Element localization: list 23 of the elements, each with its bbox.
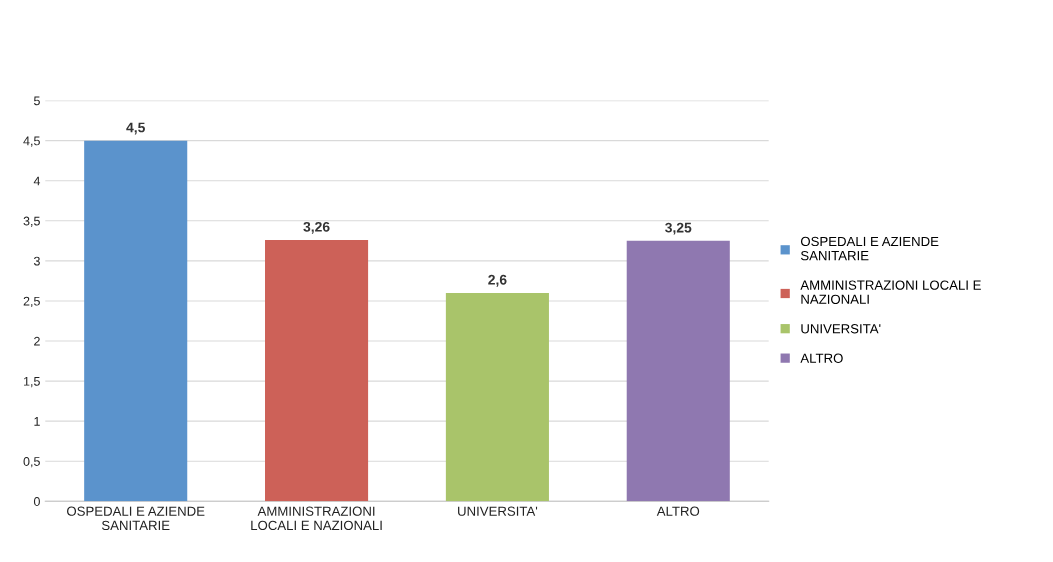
y-tick-label: 3 [33,256,40,266]
legend-label: AMMINISTRAZIONI LOCALI E NAZIONALI [800,280,981,304]
y-tick-label: 5 [33,96,40,106]
x-tick-label: OSPEDALI E AZIENDE SANITARIE [67,506,205,531]
y-tick-label: 2 [34,336,40,346]
x-tick-label: AMMINISTRAZIONI LOCALI E NAZIONALI [251,506,382,531]
x-tick-label: ALTRO [656,506,700,516]
data-label: 3,26 [303,221,330,234]
legend-label: ALTRO [800,353,843,363]
y-tick-label: 1 [34,417,40,426]
data-label: 3,25 [665,222,692,235]
y-tick-label: 0,5 [23,457,40,468]
y-tick-label: 4 [33,176,41,186]
y-tick-label: 2,5 [23,296,40,308]
legend-label: OSPEDALI E AZIENDE SANITARIE [800,236,939,261]
data-label: 2,6 [488,274,507,287]
y-tick-label: 0 [33,497,40,506]
data-label: 4,5 [126,122,145,135]
y-tick-label: 4,5 [23,136,40,147]
legend-label: UNIVERSITA' [801,324,881,334]
y-tick-label: 1,5 [24,377,40,388]
y-tick-label: 3,5 [23,216,40,227]
x-tick-label: UNIVERSITA' [458,506,538,516]
